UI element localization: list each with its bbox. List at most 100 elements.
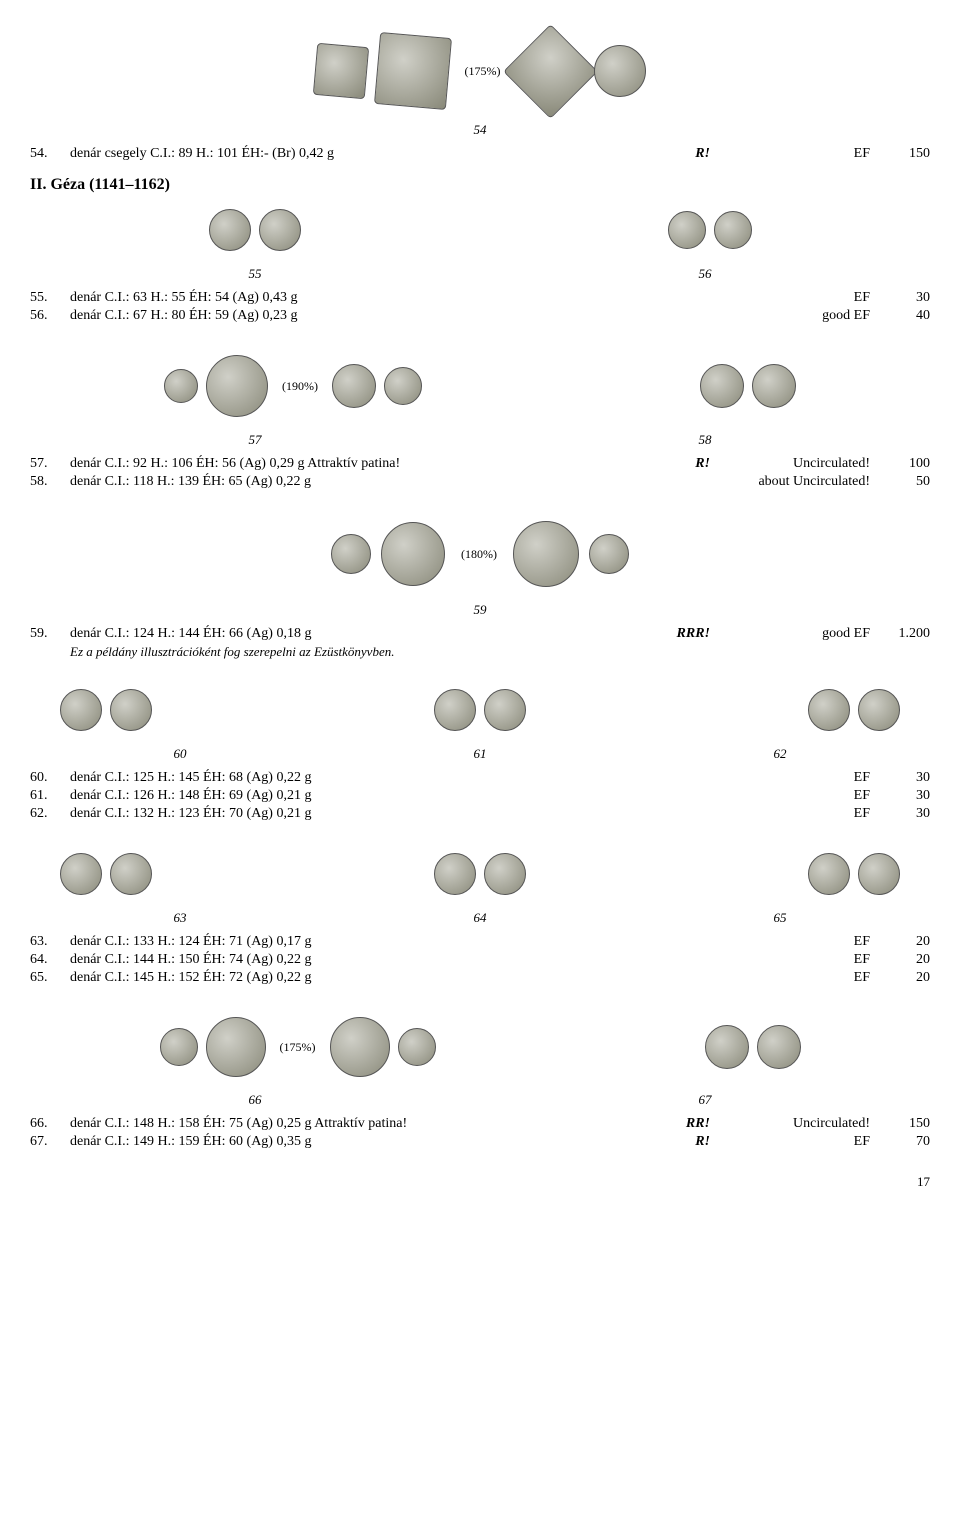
lot-number: 60. [30, 770, 70, 786]
lot-desc: denár C.I.: 132 H.: 123 ÉH: 70 (Ag) 0,21… [70, 806, 650, 822]
lot-number: 63. [30, 934, 70, 950]
figure-number: 55 [249, 266, 262, 282]
lot-row: 58. denár C.I.: 118 H.: 139 ÉH: 65 (Ag) … [30, 474, 930, 490]
lot-desc: denár C.I.: 133 H.: 124 ÉH: 71 (Ag) 0,17… [70, 934, 650, 950]
figure-number: 58 [699, 432, 712, 448]
coin-image [110, 689, 152, 731]
lot-number: 64. [30, 952, 70, 968]
lot-row: 63. denár C.I.: 133 H.: 124 ÉH: 71 (Ag) … [30, 934, 930, 950]
lot-price: 30 [870, 290, 930, 306]
lot-price: 70 [870, 1134, 930, 1150]
lot-desc: denár C.I.: 149 H.: 159 ÉH: 60 (Ag) 0,35… [70, 1134, 650, 1150]
figure-number: 54 [30, 122, 930, 138]
coin-image [513, 521, 579, 587]
coin-image [484, 853, 526, 895]
lot-grade: Uncirculated! [710, 456, 870, 472]
coin-image [858, 853, 900, 895]
lot-row: 56. denár C.I.: 67 H.: 80 ÉH: 59 (Ag) 0,… [30, 308, 930, 324]
coin-image [808, 689, 850, 731]
lot-number: 56. [30, 308, 70, 324]
lot-row: 59. denár C.I.: 124 H.: 144 ÉH: 66 (Ag) … [30, 626, 930, 642]
lot-price: 30 [870, 806, 930, 822]
lot-grade: EF [710, 806, 870, 822]
coin-image [589, 534, 629, 574]
coin-image [503, 24, 598, 119]
lot-number: 58. [30, 474, 70, 490]
figure-59-coins: (180%) [30, 521, 930, 587]
lot-desc: denár csegely C.I.: 89 H.: 101 ÉH:- (Br)… [70, 146, 650, 162]
coin-image [434, 853, 476, 895]
lot-number: 67. [30, 1134, 70, 1150]
lot-rarity: R! [650, 456, 710, 472]
coin-image [373, 32, 451, 110]
coin-image [206, 355, 268, 417]
coin-image [398, 1028, 436, 1066]
lot-desc: denár C.I.: 144 H.: 150 ÉH: 74 (Ag) 0,22… [70, 952, 650, 968]
lot-row: 57. denár C.I.: 92 H.: 106 ÉH: 56 (Ag) 0… [30, 456, 930, 472]
scale-pct: (175%) [280, 1040, 316, 1055]
coin-image [705, 1025, 749, 1069]
lot-rarity: RR! [650, 1116, 710, 1132]
figure-57-58-coins: (190%) [30, 355, 930, 417]
lot-grade: EF [710, 770, 870, 786]
coin-image [259, 209, 301, 251]
figure-number: 64 [330, 910, 630, 926]
lot-desc: denár C.I.: 148 H.: 158 ÉH: 75 (Ag) 0,25… [70, 1116, 650, 1132]
coin-image [384, 367, 422, 405]
lot-price: 150 [870, 146, 930, 162]
lot-price: 100 [870, 456, 930, 472]
lot-number: 65. [30, 970, 70, 986]
lot-desc: denár C.I.: 125 H.: 145 ÉH: 68 (Ag) 0,22… [70, 770, 650, 786]
lot-rarity: R! [650, 1134, 710, 1150]
lot-number: 62. [30, 806, 70, 822]
scale-pct: (175%) [465, 64, 501, 79]
lot-price: 20 [870, 952, 930, 968]
lot-desc: denár C.I.: 124 H.: 144 ÉH: 66 (Ag) 0,18… [70, 626, 650, 642]
coin-image [752, 364, 796, 408]
lot-grade: EF [710, 952, 870, 968]
coin-image [808, 853, 850, 895]
lot-note: Ez a példány illusztrációként fog szerep… [30, 644, 930, 660]
lot-row: 65. denár C.I.: 145 H.: 152 ÉH: 72 (Ag) … [30, 970, 930, 986]
figure-number: 62 [630, 746, 930, 762]
coin-image [594, 45, 646, 97]
lot-number: 59. [30, 626, 70, 642]
lot-price: 30 [870, 788, 930, 804]
lot-grade: EF [710, 1134, 870, 1150]
figure-number: 56 [699, 266, 712, 282]
lot-row: 60. denár C.I.: 125 H.: 145 ÉH: 68 (Ag) … [30, 770, 930, 786]
figure-number: 60 [30, 746, 330, 762]
lot-number: 55. [30, 290, 70, 306]
coin-image [330, 1017, 390, 1077]
section-heading: II. Géza (1141–1162) [30, 176, 930, 194]
lot-rarity: RRR! [650, 626, 710, 642]
coin-image [60, 853, 102, 895]
lot-rarity: R! [650, 146, 710, 162]
lot-desc: denár C.I.: 63 H.: 55 ÉH: 54 (Ag) 0,43 g [70, 290, 650, 306]
lot-price: 30 [870, 770, 930, 786]
coin-image [332, 364, 376, 408]
coin-image [700, 364, 744, 408]
lot-desc: denár C.I.: 126 H.: 148 ÉH: 69 (Ag) 0,21… [70, 788, 650, 804]
lot-grade: about Uncirculated! [710, 474, 870, 490]
coin-image [209, 209, 251, 251]
coin-image [160, 1028, 198, 1066]
lot-desc: denár C.I.: 145 H.: 152 ÉH: 72 (Ag) 0,22… [70, 970, 650, 986]
figure-number: 59 [30, 602, 930, 618]
lot-price: 20 [870, 934, 930, 950]
lot-grade: EF [710, 788, 870, 804]
coin-image [484, 689, 526, 731]
coin-image [668, 211, 706, 249]
coin-image [331, 534, 371, 574]
lot-price: 20 [870, 970, 930, 986]
lot-row: 54. denár csegely C.I.: 89 H.: 101 ÉH:- … [30, 146, 930, 162]
figure-number: 61 [330, 746, 630, 762]
figure-60-62-coins [30, 689, 930, 731]
scale-pct: (190%) [282, 379, 318, 394]
coin-image [434, 689, 476, 731]
lot-row: 55. denár C.I.: 63 H.: 55 ÉH: 54 (Ag) 0,… [30, 290, 930, 306]
page-number: 17 [30, 1174, 930, 1190]
coin-image [757, 1025, 801, 1069]
figure-63-65-coins [30, 853, 930, 895]
figure-55-56-coins [30, 209, 930, 251]
